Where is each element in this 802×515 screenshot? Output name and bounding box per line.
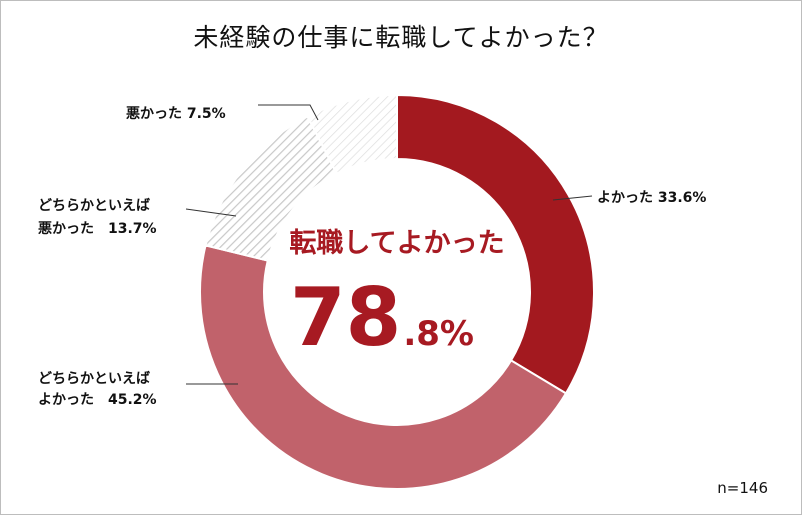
- slice-bad: [306, 93, 398, 175]
- slice-label-good: よかった 33.6%: [597, 190, 706, 206]
- leader-line-bad: [258, 104, 319, 121]
- sample-size: n=146: [717, 479, 768, 497]
- donut-slices: [199, 93, 595, 490]
- slice-label-somewhat-good-line1: どちらかといえば: [38, 371, 150, 387]
- slice-label-somewhat-good-line2: よかった 45.2%: [38, 392, 157, 408]
- center-label: 転職してよかった: [289, 228, 504, 259]
- leader-line-somewhat-bad: [185, 208, 237, 217]
- center-value-int: 78: [290, 271, 401, 364]
- leader-lines: [185, 104, 593, 385]
- slice-label-bad: 悪かった 7.5%: [126, 106, 226, 122]
- slice-label-somewhat-bad-line1: どちらかといえば: [38, 198, 150, 214]
- chart-title: 未経験の仕事に転職してよかった？: [193, 23, 609, 52]
- center-value: 78.8%: [290, 271, 474, 364]
- slice-label-somewhat-bad-line2: 悪かった 13.7%: [38, 221, 157, 237]
- leader-line-good: [552, 195, 593, 201]
- slice-somewhat-good: [199, 244, 568, 490]
- slice-good: [396, 93, 595, 395]
- center-value-dec: .8%: [403, 314, 474, 354]
